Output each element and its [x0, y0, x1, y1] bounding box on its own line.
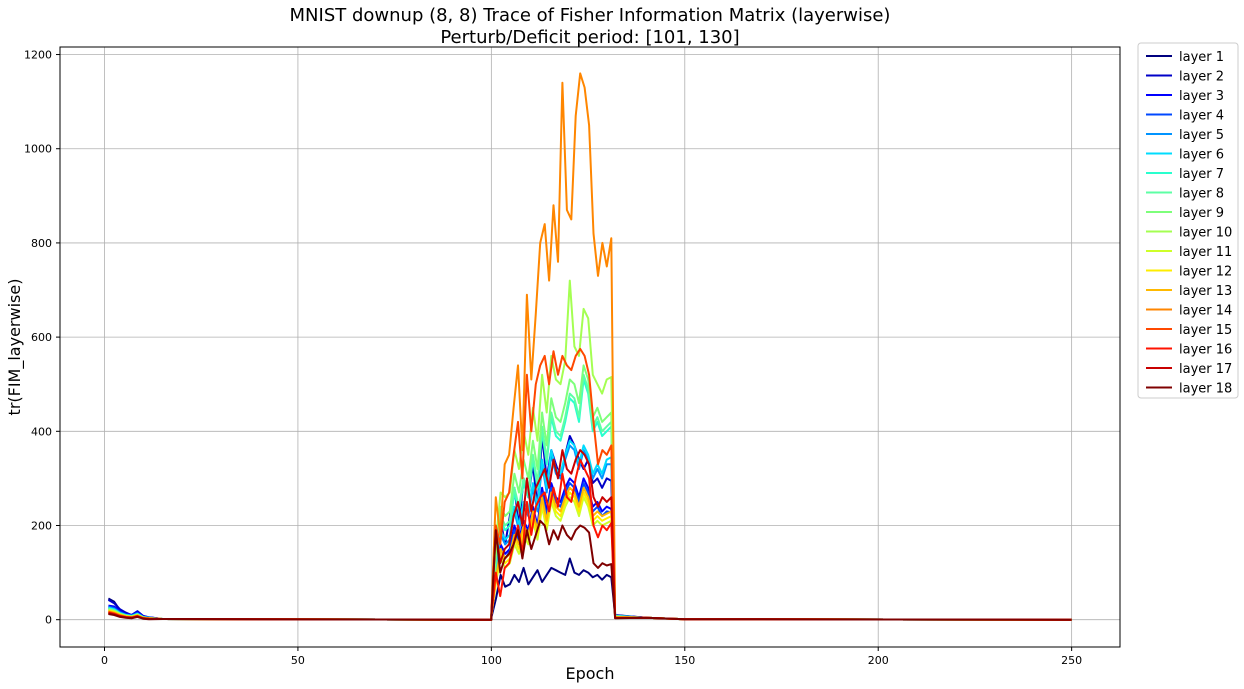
series-line-layer-13	[108, 486, 1072, 621]
legend-label-layer-13: layer 13	[1179, 284, 1232, 299]
series-line-layer-10	[108, 279, 1072, 621]
chart-subtitle: Perturb/Deficit period: [101, 130]	[440, 27, 739, 48]
legend-label-layer-9: layer 9	[1179, 206, 1224, 221]
x-tick-label: 250	[1061, 654, 1082, 667]
x-tick-label: 50	[291, 654, 305, 667]
x-tick-label: 100	[481, 654, 502, 667]
legend-label-layer-12: layer 12	[1179, 265, 1232, 280]
series-line-layer-18	[108, 519, 1072, 621]
legend-label-layer-5: layer 5	[1179, 128, 1224, 143]
legend-label-layer-1: layer 1	[1179, 50, 1224, 65]
legend-label-layer-14: layer 14	[1179, 304, 1232, 319]
legend-label-layer-6: layer 6	[1179, 148, 1224, 163]
legend-label-layer-8: layer 8	[1179, 187, 1224, 202]
x-tick-label: 150	[674, 654, 695, 667]
legend-label-layer-17: layer 17	[1179, 362, 1232, 377]
series-line-layer-1	[107, 557, 1072, 621]
y-tick-label: 600	[31, 331, 52, 344]
legend-label-layer-4: layer 4	[1179, 109, 1224, 124]
legend-label-layer-2: layer 2	[1179, 70, 1224, 85]
x-tick-label: 200	[868, 654, 889, 667]
plot-frame	[59, 46, 1121, 648]
legend-label-layer-3: layer 3	[1179, 89, 1224, 104]
legend-label-layer-16: layer 16	[1179, 343, 1232, 358]
y-tick-label: 800	[31, 237, 52, 250]
y-tick-label: 400	[31, 425, 52, 438]
series-layer	[107, 72, 1072, 621]
grid	[60, 47, 1120, 647]
x-axis-label: Epoch	[566, 664, 615, 683]
legend-label-layer-11: layer 11	[1179, 245, 1232, 260]
x-tick-label: 0	[101, 654, 108, 667]
ticks: 0 50 100 150 200 250 0 200 400 600 800 1000 1200	[24, 49, 1082, 667]
legend-label-layer-15: layer 15	[1179, 323, 1232, 338]
legend: layer 1 layer 2 layer 3 layer 4 layer 5 layer…	[1137, 42, 1239, 399]
series-line-layer-12	[108, 491, 1072, 621]
series-line-layer-11	[108, 496, 1072, 621]
chart-title: MNIST downup (8, 8) Trace of Fisher Info…	[290, 5, 891, 26]
legend-label-layer-10: layer 10	[1179, 226, 1232, 241]
legend-label-layer-7: layer 7	[1179, 167, 1224, 182]
y-tick-label: 200	[31, 519, 52, 532]
y-tick-label: 1200	[24, 49, 52, 62]
y-tick-label: 1000	[24, 143, 52, 156]
y-tick-label: 0	[45, 614, 52, 627]
y-axis-label: tr(FIM_layerwise)	[5, 279, 25, 416]
legend-label-layer-18: layer 18	[1179, 382, 1232, 397]
